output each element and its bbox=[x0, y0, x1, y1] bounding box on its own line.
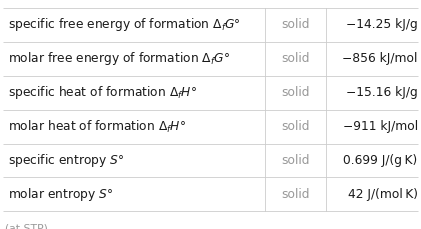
Text: (at STP): (at STP) bbox=[5, 224, 48, 229]
Text: solid: solid bbox=[282, 154, 310, 167]
Text: specific entropy $S°$: specific entropy $S°$ bbox=[8, 152, 125, 169]
Text: −14.25 kJ/g: −14.25 kJ/g bbox=[346, 19, 418, 31]
Text: solid: solid bbox=[282, 120, 310, 133]
Text: molar entropy $S°$: molar entropy $S°$ bbox=[8, 186, 114, 203]
Text: 42 J/(mol K): 42 J/(mol K) bbox=[348, 188, 418, 201]
Text: solid: solid bbox=[282, 19, 310, 31]
Text: specific free energy of formation $\Delta_f G°$: specific free energy of formation $\Delt… bbox=[8, 16, 241, 33]
Text: molar free energy of formation $\Delta_f G°$: molar free energy of formation $\Delta_f… bbox=[8, 50, 230, 67]
Text: −911 kJ/mol: −911 kJ/mol bbox=[343, 120, 418, 133]
Text: solid: solid bbox=[282, 52, 310, 65]
Text: specific heat of formation $\Delta_f H°$: specific heat of formation $\Delta_f H°$ bbox=[8, 84, 197, 101]
Text: molar heat of formation $\Delta_f H°$: molar heat of formation $\Delta_f H°$ bbox=[8, 119, 187, 135]
Text: solid: solid bbox=[282, 188, 310, 201]
Text: solid: solid bbox=[282, 86, 310, 99]
Text: 0.699 J/(g K): 0.699 J/(g K) bbox=[344, 154, 418, 167]
Text: −15.16 kJ/g: −15.16 kJ/g bbox=[346, 86, 418, 99]
Text: −856 kJ/mol: −856 kJ/mol bbox=[342, 52, 418, 65]
